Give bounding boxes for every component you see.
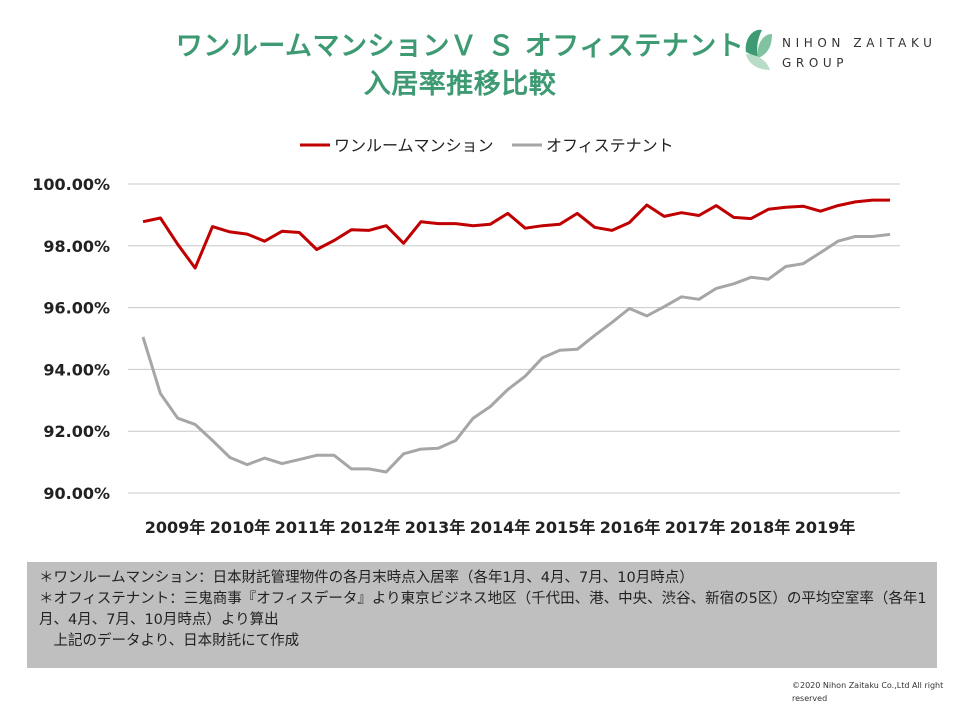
y-tick-label: 96.00% (43, 299, 110, 318)
logo-leaf-icon (745, 29, 772, 70)
logo-text-line-1: NIHON ZAITAKU (782, 36, 937, 50)
x-tick-label: 2016年 (600, 518, 661, 537)
chart-title: ワンルームマンションＶ Ｓ オフィステナント 入居率推移比較 (150, 28, 770, 104)
legend-label: オフィステナント (546, 136, 674, 155)
footnote-line-3: 上記のデータより、日本財託にて作成 (39, 633, 300, 649)
x-tick-label: 2014年 (470, 518, 531, 537)
x-tick-label: 2012年 (340, 518, 401, 537)
logo-leaf-mid (757, 34, 772, 58)
footnote-line-2: ＊オフィステナント：三鬼商事『オフィスデータ』より東京ビジネス地区（千代田、港、… (39, 591, 927, 628)
company-logo: NIHON ZAITAKU GROUP (740, 24, 950, 80)
x-tick-label: 2019年 (795, 518, 856, 537)
chart-gridlines (128, 183, 900, 494)
title-line-2: 入居率推移比較 (363, 69, 557, 100)
y-tick-label: 92.00% (43, 422, 110, 441)
y-axis-tick-labels: 100.00% 98.00% 96.00% 94.00% 92.00% 90.00% (32, 175, 110, 503)
series-line-2 (141, 232, 891, 474)
logo-text-line-2: GROUP (782, 56, 849, 70)
x-tick-label: 2011年 (275, 518, 336, 537)
footnote-box: ＊ワンルームマンション：日本財託管理物件の各月末時点入居率（各年1月、4月、7月… (27, 562, 937, 668)
x-tick-label: 2015年 (535, 518, 596, 537)
title-line-1: ワンルームマンションＶ Ｓ オフィステナント (175, 31, 745, 62)
x-tick-label: 2010年 (210, 518, 271, 537)
series-line-1 (142, 198, 890, 270)
y-tick-label: 90.00% (43, 484, 110, 503)
copyright-text: ©2020 Nihon Zaitaku Co.,Ltd All right re… (792, 681, 944, 703)
legend-label: ワンルームマンション (334, 136, 494, 155)
footnote-line-1: ＊ワンルームマンション：日本財託管理物件の各月末時点入居率（各年1月、4月、7月… (39, 570, 694, 586)
chart-legend: ワンルームマンション オフィステナント (300, 136, 674, 155)
line-chart: ワンルームマンション オフィステナント 100.00% 98.00% 96.00% 94… (32, 136, 900, 537)
logo-leaf-light (746, 54, 770, 70)
y-tick-label: 98.00% (43, 237, 110, 256)
y-tick-label: 100.00% (32, 175, 110, 194)
x-axis-tick-labels: 2009年 2010年 2011年 2012年 2013年 2014年 2015年 2016年… (145, 518, 856, 537)
x-tick-label: 2013年 (405, 518, 466, 537)
y-tick-label: 94.00% (43, 360, 110, 379)
chart-series (141, 198, 891, 474)
x-tick-label: 2017年 (665, 518, 726, 537)
logo-leaf-dark (745, 29, 762, 58)
x-tick-label: 2018年 (730, 518, 791, 537)
x-tick-label: 2009年 (145, 518, 206, 537)
